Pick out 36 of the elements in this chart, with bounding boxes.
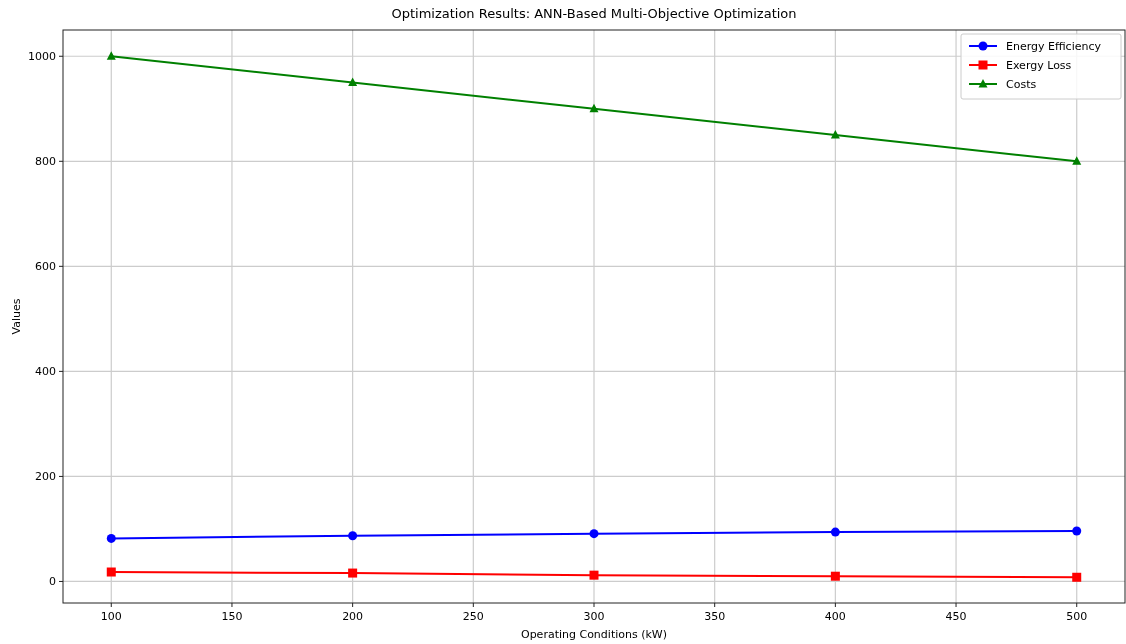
legend-label: Exergy Loss [1006,59,1072,72]
y-axis-title: Values [10,298,23,335]
point [830,130,840,139]
point [348,77,358,87]
point [589,103,599,113]
y-tick-label: 200 [35,470,56,484]
x-tick-label: 400 [824,610,846,623]
y-tick-label: 0 [49,575,56,589]
x-tick-label: 450 [945,610,967,623]
y-tick-label: 400 [35,365,56,379]
legend-label: Energy Efficiency [1006,40,1102,53]
point [1072,526,1082,536]
point [1072,156,1082,165]
point [589,529,599,539]
point [106,51,116,60]
x-tick-label: 300 [583,610,605,623]
x-tick-label: 350 [704,610,726,623]
point [348,568,358,578]
x-tick-label: 150 [221,610,243,623]
point [1072,572,1082,582]
x-tick-label: 500 [1066,610,1088,623]
x-axis-title: Operating Conditions (kW) [520,628,668,641]
point [830,527,840,537]
point [830,571,840,581]
point [589,570,599,580]
x-tick-label: 250 [462,610,484,623]
x-tick-label: 100 [100,610,122,623]
y-tick-label: 800 [35,155,56,169]
chart-title: Optimization Results: ANN-Based Multi-Objective Optimization [391,6,797,21]
y-tick-label: 600 [35,260,56,274]
x-tick-label: 200 [342,610,364,623]
point [348,531,358,541]
legend-label: Costs [1006,78,1037,91]
y-tick-label: 1000 [28,50,56,64]
point [106,533,116,543]
point [106,567,116,577]
